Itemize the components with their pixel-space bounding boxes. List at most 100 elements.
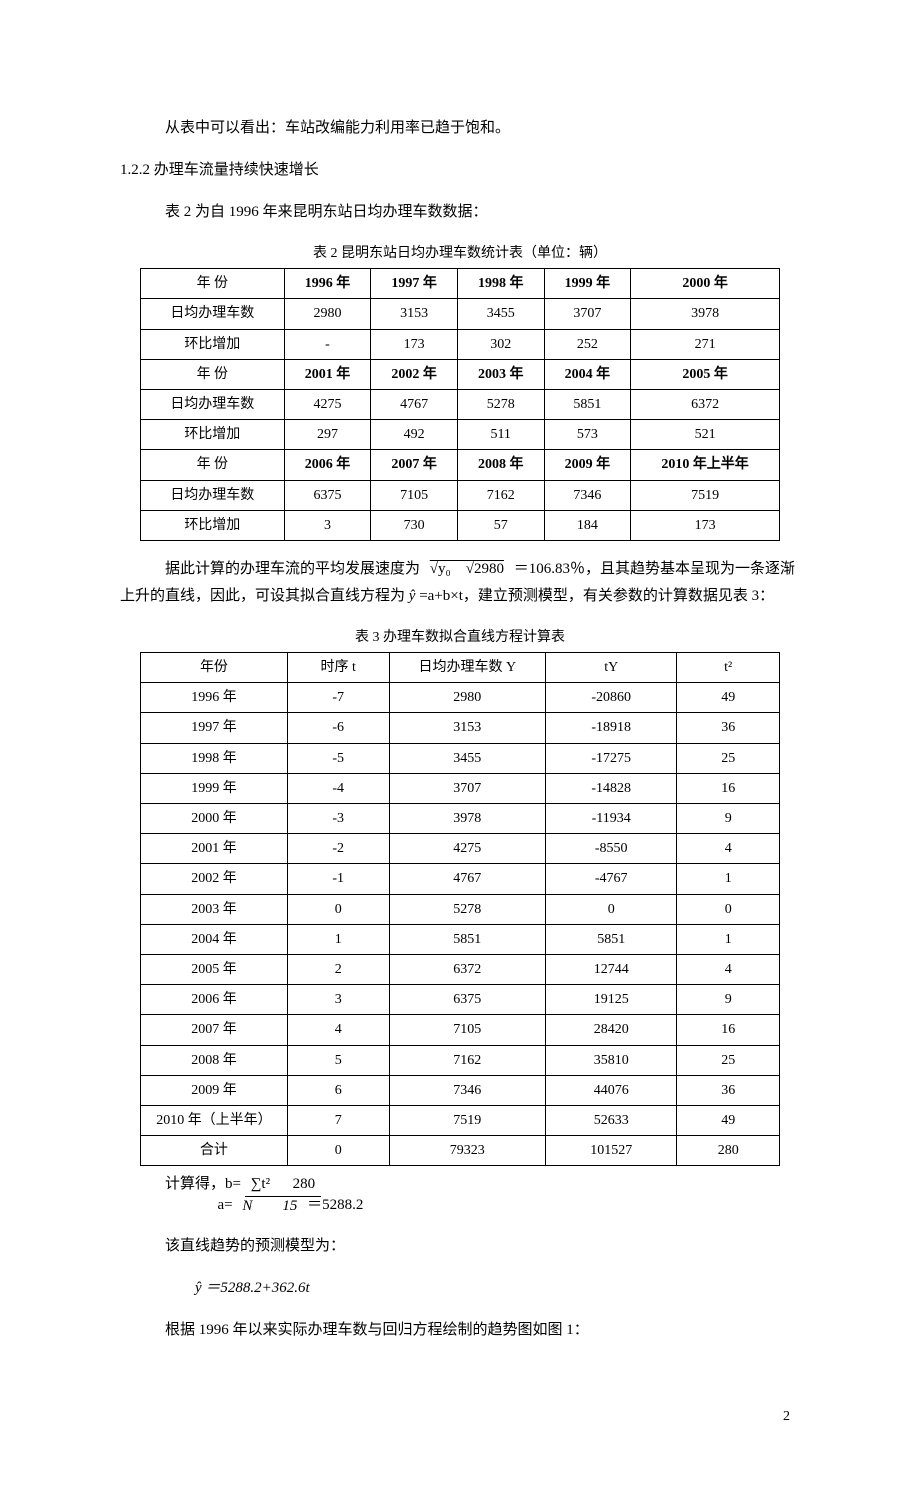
cell-year-label: 年 份 xyxy=(141,269,285,299)
table-row: 2001 年-24275-85504 xyxy=(141,834,780,864)
cell: 7105 xyxy=(389,1015,546,1045)
cell: 7 xyxy=(287,1105,389,1135)
table-row: 2002 年-14767-47671 xyxy=(141,864,780,894)
cell: 2002 年 xyxy=(371,359,458,389)
cell: 5851 xyxy=(544,389,631,419)
cell-delta-label: 环比增加 xyxy=(141,420,285,450)
cell: 6375 xyxy=(389,985,546,1015)
cell: 合计 xyxy=(141,1136,288,1166)
cell: 184 xyxy=(544,510,631,540)
table-row: 2009 年673464407636 xyxy=(141,1075,780,1105)
cell: 6372 xyxy=(631,389,780,419)
cell: 1999 年 xyxy=(544,269,631,299)
cell: -8550 xyxy=(546,834,677,864)
cell: 5851 xyxy=(546,924,677,954)
cell: 5278 xyxy=(457,389,544,419)
table-row: 1997 年-63153-1891836 xyxy=(141,713,780,743)
cell: 2010 年上半年 xyxy=(631,450,780,480)
cell: 2003 年 xyxy=(141,894,288,924)
table3: 年份 时序 t 日均办理车数 Y tY t² 1996 年-72980-2086… xyxy=(140,652,780,1166)
cell-delta-label: 环比增加 xyxy=(141,329,285,359)
text: =a+b×t，建立预测模型，有关参数的计算数据见表 3： xyxy=(419,588,774,604)
cell: 4275 xyxy=(284,389,371,419)
cell: 0 xyxy=(546,894,677,924)
cell: 4767 xyxy=(371,389,458,419)
cell: 6372 xyxy=(389,954,546,984)
table-row: 1999 年-43707-1482816 xyxy=(141,773,780,803)
cell: 49 xyxy=(677,683,780,713)
table-row: 环比增加 3 730 57 184 173 xyxy=(141,510,780,540)
text: a= xyxy=(218,1197,233,1213)
cell-count-label: 日均办理车数 xyxy=(141,480,285,510)
paragraph-speed: 据此计算的办理车流的平均发展速度为 √y₀ √2980 ＝106.83％，且其趋… xyxy=(120,556,800,610)
cell: 2006 年 xyxy=(284,450,371,480)
cell: 28420 xyxy=(546,1015,677,1045)
cell: 2001 年 xyxy=(284,359,371,389)
cell: 0 xyxy=(287,894,389,924)
cell: -4767 xyxy=(546,864,677,894)
col-header: 日均办理车数 Y xyxy=(389,653,546,683)
table-header-row: 年份 时序 t 日均办理车数 Y tY t² xyxy=(141,653,780,683)
table-row: 环比增加 - 173 302 252 271 xyxy=(141,329,780,359)
heading-1-2-2: 1.2.2 办理车流量持续快速增长 xyxy=(120,157,800,184)
paragraph-model-intro: 该直线趋势的预测模型为： xyxy=(120,1233,800,1260)
text: ＝5288.2 xyxy=(307,1197,363,1213)
table-row: 日均办理车数 2980 3153 3455 3707 3978 xyxy=(141,299,780,329)
cell: 3153 xyxy=(389,713,546,743)
text: 计算得，b= xyxy=(165,1176,241,1192)
cell: 252 xyxy=(544,329,631,359)
cell-count-label: 日均办理车数 xyxy=(141,389,285,419)
cell: 16 xyxy=(677,773,780,803)
cell: 2002 年 xyxy=(141,864,288,894)
cell: 3 xyxy=(284,510,371,540)
frac-bottom: N 15 xyxy=(236,1194,303,1218)
cell: -20860 xyxy=(546,683,677,713)
cell: 57 xyxy=(457,510,544,540)
cell: 3978 xyxy=(389,804,546,834)
cell: 492 xyxy=(371,420,458,450)
cell: -7 xyxy=(287,683,389,713)
cell: 2010 年（上半年） xyxy=(141,1105,288,1135)
cell: 1998 年 xyxy=(141,743,288,773)
cell: 1998 年 xyxy=(457,269,544,299)
cell: 2004 年 xyxy=(141,924,288,954)
cell: -5 xyxy=(287,743,389,773)
table-row: 2010 年（上半年）775195263349 xyxy=(141,1105,780,1135)
page-number: 2 xyxy=(120,1404,800,1429)
table-row: 年 份 1996 年 1997 年 1998 年 1999 年 2000 年 xyxy=(141,269,780,299)
cell: 2980 xyxy=(284,299,371,329)
cell: 2008 年 xyxy=(141,1045,288,1075)
col-header: 年份 xyxy=(141,653,288,683)
cell: 302 xyxy=(457,329,544,359)
cell: -1 xyxy=(287,864,389,894)
col-header: 时序 t xyxy=(287,653,389,683)
cell: 2006 年 xyxy=(141,985,288,1015)
cell: 49 xyxy=(677,1105,780,1135)
cell: 7346 xyxy=(544,480,631,510)
cell: 52633 xyxy=(546,1105,677,1135)
paragraph-table2-intro: 表 2 为自 1996 年来昆明东站日均办理车数数据： xyxy=(120,199,800,226)
cell: 9 xyxy=(677,804,780,834)
cell: 7105 xyxy=(371,480,458,510)
table-row: 日均办理车数 6375 7105 7162 7346 7519 xyxy=(141,480,780,510)
cell: 0 xyxy=(677,894,780,924)
cell: 730 xyxy=(371,510,458,540)
cell: 79323 xyxy=(389,1136,546,1166)
cell: 6 xyxy=(287,1075,389,1105)
cell: 2009 年 xyxy=(544,450,631,480)
table-row: 环比增加 297 492 511 573 521 xyxy=(141,420,780,450)
cell: 2004 年 xyxy=(544,359,631,389)
cell: 2007 年 xyxy=(371,450,458,480)
cell: -6 xyxy=(287,713,389,743)
cell: -3 xyxy=(287,804,389,834)
y-hat-symbol: ŷ xyxy=(409,588,416,604)
calc-block: 计算得，b= ∑t² 280 a= N 15 ＝5288.2 xyxy=(165,1172,800,1218)
table-row: 1998 年-53455-1727525 xyxy=(141,743,780,773)
cell: 5278 xyxy=(389,894,546,924)
table-row: 日均办理车数 4275 4767 5278 5851 6372 xyxy=(141,389,780,419)
text: 据此计算的办理车流的平均发展速度为 xyxy=(165,561,420,577)
cell: 36 xyxy=(677,713,780,743)
cell: 0 xyxy=(287,1136,389,1166)
table-row: 年 份 2006 年 2007 年 2008 年 2009 年 2010 年上半… xyxy=(141,450,780,480)
table-row: 2007 年471052842016 xyxy=(141,1015,780,1045)
